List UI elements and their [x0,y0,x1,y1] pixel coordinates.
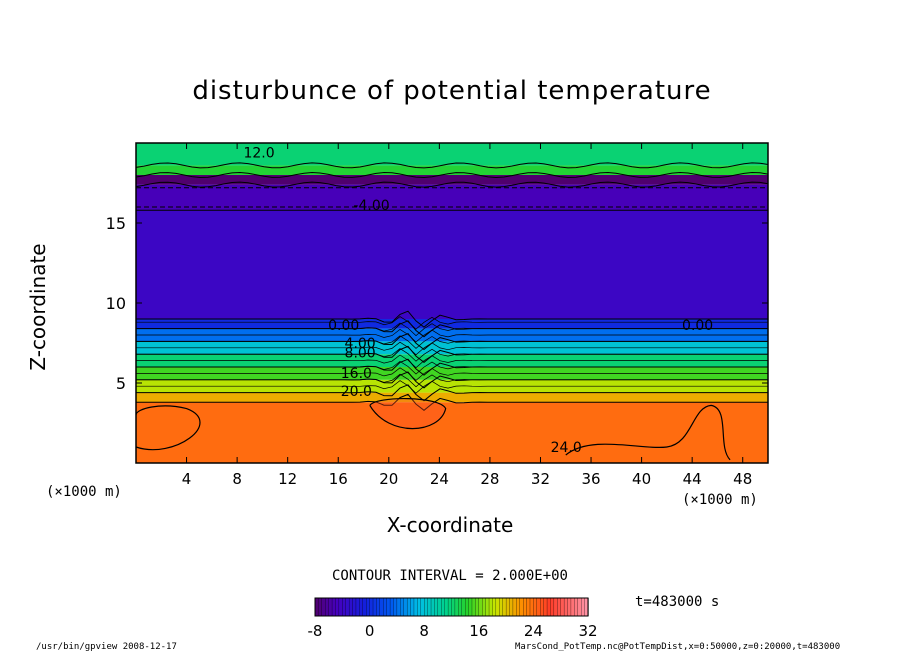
colorbar-tick-label: 24 [524,622,543,640]
heatmap-layers [136,143,768,463]
heatmap-layer [136,379,768,393]
y-tick-label: 15 [106,214,126,233]
heatmap-layer [136,402,768,463]
contour-label: 8.00 [345,345,376,361]
contour-line [136,335,768,349]
colorbar-tick-label: 16 [469,622,488,640]
contour-label: 16.0 [341,366,372,382]
contour-lines [135,162,769,461]
colorbar-tick-label: 0 [365,622,375,640]
x-tick-label: 28 [480,470,499,488]
contour-label: 24.0 [551,440,582,456]
contour-line [136,360,768,375]
heatmap-layer [136,341,768,355]
contour-line [136,354,768,369]
x-tick-label: 40 [632,470,651,488]
heatmap-layer [136,354,768,367]
y-axis-label: Z-coordinate [26,243,50,371]
contour-line [369,398,447,430]
x-tick-label: 4 [182,470,192,488]
contour-line [135,162,769,169]
contour-line [136,316,768,330]
contour-line [565,404,731,461]
x-tick-label: 12 [278,470,297,488]
heatmap-layer [136,175,768,185]
heatmap-layer [136,143,768,166]
colorbar-tick-label: 32 [578,622,597,640]
y-tick-label: 10 [106,294,126,313]
contour-label: 0.00 [328,318,359,334]
contour-line [136,328,768,343]
contour-label: 0.00 [682,318,713,334]
heatmap-layer [136,319,768,329]
time-stamp: t=483000 s [635,594,720,610]
contour-labels: 12.0 -4.00 0.00 4.008.00 16.0 20.0 24.0 0.00 [243,145,713,455]
y-ticks: 5 10 15 [106,214,768,393]
colorbar-tick-label: 8 [419,622,429,640]
contour-label: 4.00 [345,336,376,352]
x-tick-label: 36 [581,470,600,488]
heatmap-layer [136,328,768,342]
colorbar-frame [314,597,589,617]
heatmap-layer [136,165,768,175]
x-tick-label: 16 [329,470,348,488]
y-tick-label: 5 [116,374,126,393]
contour-label: -4.00 [353,198,389,214]
x-tick-label: 32 [531,470,550,488]
colorbar: -8 0 8 16 24 32 [308,597,598,640]
contour-line [136,393,768,411]
x-tick-label: 44 [683,470,702,488]
contour-line [136,380,768,394]
heatmap-layer [136,210,768,319]
x-unit-right: (×1000 m) [682,492,758,508]
colorbar-tick-label: -8 [308,622,323,640]
x-tick-label: 8 [232,470,242,488]
contour-line [136,373,768,388]
contour-line [136,310,768,328]
x-axis-label: X-coordinate [386,513,514,537]
heatmap-layer [136,392,768,403]
x-unit-left: (×1000 m) [46,484,122,500]
footer-left: /usr/bin/gpview 2008-12-17 [36,642,177,652]
x-tick-label: 24 [430,470,449,488]
contour-line [136,384,768,402]
contour-line [136,341,768,356]
contour-label: 12.0 [243,145,274,161]
footer-right: MarsCond_PotTemp.nc@PotTempDist,x=0:5000… [515,642,841,652]
heatmap-layer [136,367,768,380]
contour-line [135,171,769,179]
contour-line [135,181,769,188]
contour-interval-text: CONTOUR INTERVAL = 2.000E+00 [331,568,568,584]
heatmap-layer [136,184,768,211]
x-tick-label: 20 [379,470,398,488]
chart-title: disturbunce of potential temperature [192,76,712,106]
contour-line [136,322,768,337]
contour-line [136,367,768,381]
contour-line [135,405,201,451]
contour-label: 20.0 [341,384,372,400]
contour-line [136,348,768,362]
x-tick-label: 48 [733,470,752,488]
x-ticks: 4 8 12 16 20 24 28 32 36 40 44 48 [182,143,752,488]
